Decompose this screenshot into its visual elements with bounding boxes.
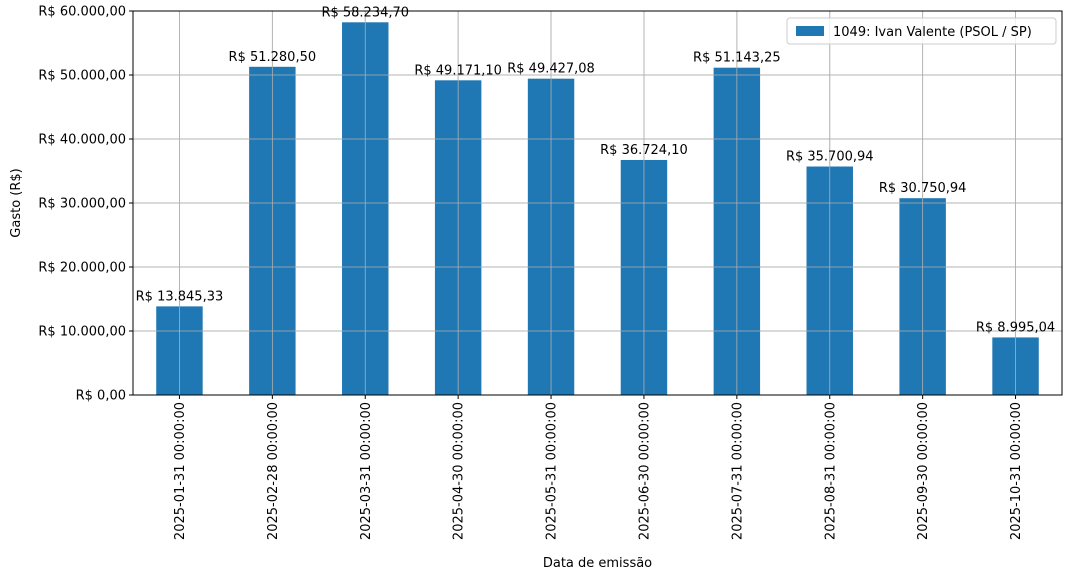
x-tick-label: 2025-02-28 00:00:00 [266,402,281,540]
x-tick-label: 2025-10-31 00:00:00 [1009,402,1024,540]
y-tick-label: R$ 20.000,00 [38,261,126,276]
data-label: R$ 49.171,10 [414,63,502,78]
y-tick-label: R$ 50.000,00 [38,69,126,84]
legend: 1049: Ivan Valente (PSOL / SP) [786,17,1057,45]
data-label: R$ 30.750,94 [879,181,967,196]
x-axis: 2025-01-31 00:00:00 2025-02-28 00:00:00 20… [173,395,1024,540]
y-tick-label: R$ 10.000,00 [38,325,126,340]
data-label: R$ 8.995,04 [976,320,1055,335]
data-label: R$ 49.427,08 [507,62,595,77]
y-axis: R$ 0,00 R$ 10.000,00 R$ 20.000,00 R$ 30.000… [38,5,133,404]
x-axis-label: Data de emissão [543,556,652,571]
x-tick-label: 2025-04-30 00:00:00 [452,402,467,540]
data-label: R$ 51.280,50 [229,50,317,65]
data-label: R$ 51.143,25 [693,51,781,66]
y-tick-label: R$ 60.000,00 [38,5,126,20]
data-label: R$ 58.234,70 [321,5,409,20]
x-tick-label: 2025-06-30 00:00:00 [637,402,652,540]
y-axis-label: Gasto (R$) [9,168,24,237]
x-tick-label: 2025-08-31 00:00:00 [823,402,838,540]
x-tick-label: 2025-09-30 00:00:00 [916,402,931,540]
y-tick-label: R$ 40.000,00 [38,133,126,148]
legend-label: 1049: Ivan Valente (PSOL / SP) [833,25,1032,40]
data-labels: R$ 13.845,33 R$ 51.280,50 R$ 58.234,70 R$ 4… [136,5,1056,335]
legend-box [786,17,1057,45]
bars [133,10,1062,396]
x-tick-label: 2025-01-31 00:00:00 [173,402,188,540]
y-tick-label: R$ 30.000,00 [38,197,126,212]
data-label: R$ 35.700,94 [786,150,874,165]
legend-swatch [796,26,824,36]
x-tick-label: 2025-07-31 00:00:00 [730,402,745,540]
x-tick-label: 2025-05-31 00:00:00 [545,402,560,540]
y-tick-label: R$ 0,00 [76,389,126,404]
x-tick-label: 2025-03-31 00:00:00 [359,402,374,540]
data-label: R$ 36.724,10 [600,143,688,158]
data-label: R$ 13.845,33 [136,289,224,304]
